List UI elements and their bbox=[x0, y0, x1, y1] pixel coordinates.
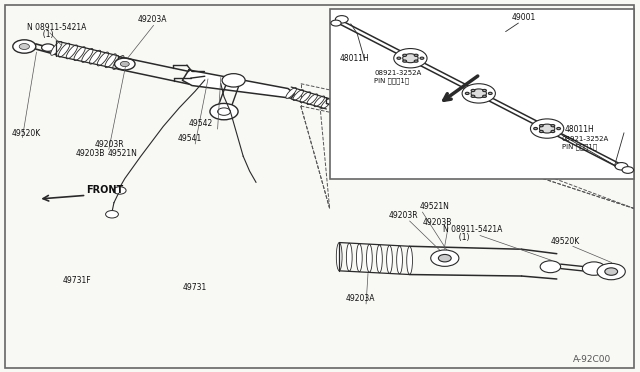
Circle shape bbox=[115, 58, 135, 70]
Ellipse shape bbox=[314, 96, 324, 107]
Text: 08921-3252A: 08921-3252A bbox=[374, 70, 422, 76]
Ellipse shape bbox=[66, 45, 77, 59]
Circle shape bbox=[431, 250, 459, 266]
Circle shape bbox=[420, 57, 424, 60]
Ellipse shape bbox=[307, 94, 317, 105]
Circle shape bbox=[222, 74, 245, 87]
Ellipse shape bbox=[286, 88, 296, 98]
Text: FRONT: FRONT bbox=[86, 185, 124, 195]
Ellipse shape bbox=[293, 90, 303, 100]
Circle shape bbox=[462, 84, 495, 103]
Circle shape bbox=[605, 268, 618, 275]
Circle shape bbox=[534, 128, 538, 130]
Circle shape bbox=[331, 20, 341, 26]
Text: 49203B: 49203B bbox=[76, 149, 105, 158]
Text: N 08911-5421A: N 08911-5421A bbox=[443, 225, 502, 234]
Circle shape bbox=[531, 119, 564, 138]
Circle shape bbox=[622, 167, 634, 173]
Ellipse shape bbox=[376, 245, 382, 273]
Circle shape bbox=[394, 48, 427, 68]
Text: PIN ピン（1）: PIN ピン（1） bbox=[374, 77, 410, 84]
Text: PIN ピン（1）: PIN ピン（1） bbox=[562, 143, 597, 150]
Ellipse shape bbox=[97, 52, 109, 66]
Circle shape bbox=[540, 125, 543, 127]
Ellipse shape bbox=[82, 48, 93, 62]
Text: 48011H: 48011H bbox=[339, 54, 369, 63]
Ellipse shape bbox=[407, 246, 413, 275]
Circle shape bbox=[551, 125, 555, 127]
Ellipse shape bbox=[300, 92, 310, 103]
Circle shape bbox=[210, 103, 238, 120]
Text: N 08911-5421A: N 08911-5421A bbox=[27, 23, 86, 32]
Text: 49521N: 49521N bbox=[420, 202, 450, 211]
Text: 49203R: 49203R bbox=[389, 211, 419, 220]
Text: 48011H: 48011H bbox=[564, 125, 594, 134]
Ellipse shape bbox=[387, 246, 392, 273]
Circle shape bbox=[113, 187, 126, 194]
Ellipse shape bbox=[397, 246, 403, 274]
Circle shape bbox=[597, 263, 625, 280]
Text: 49521N: 49521N bbox=[108, 149, 138, 158]
Circle shape bbox=[483, 95, 486, 97]
Circle shape bbox=[403, 60, 406, 62]
Text: 49731F: 49731F bbox=[63, 276, 92, 285]
Circle shape bbox=[488, 92, 492, 94]
Text: 49203B: 49203B bbox=[422, 218, 452, 227]
Circle shape bbox=[471, 89, 486, 98]
Ellipse shape bbox=[356, 244, 362, 272]
Circle shape bbox=[465, 92, 469, 94]
Text: 49203R: 49203R bbox=[95, 140, 124, 149]
Circle shape bbox=[218, 108, 230, 115]
Circle shape bbox=[414, 60, 418, 62]
Text: 49520K: 49520K bbox=[550, 237, 580, 246]
Ellipse shape bbox=[337, 243, 342, 271]
Ellipse shape bbox=[367, 244, 372, 272]
Text: 49001: 49001 bbox=[512, 13, 536, 22]
Circle shape bbox=[471, 89, 475, 92]
Ellipse shape bbox=[51, 41, 62, 55]
Text: (1): (1) bbox=[454, 233, 470, 242]
Ellipse shape bbox=[346, 243, 352, 271]
Circle shape bbox=[551, 130, 555, 132]
Circle shape bbox=[557, 128, 561, 130]
Text: 49203A: 49203A bbox=[138, 15, 167, 24]
Circle shape bbox=[438, 254, 451, 262]
Text: 49731: 49731 bbox=[182, 283, 207, 292]
Ellipse shape bbox=[74, 47, 85, 61]
Text: (1): (1) bbox=[38, 30, 54, 39]
Circle shape bbox=[403, 54, 406, 57]
Text: A-92C00: A-92C00 bbox=[573, 355, 611, 364]
Ellipse shape bbox=[113, 55, 124, 70]
Circle shape bbox=[42, 44, 54, 51]
Polygon shape bbox=[182, 70, 294, 98]
Circle shape bbox=[540, 261, 561, 273]
Bar bbox=[330, 9, 634, 179]
Circle shape bbox=[582, 262, 605, 275]
Ellipse shape bbox=[105, 54, 116, 68]
Circle shape bbox=[397, 57, 401, 60]
Circle shape bbox=[106, 211, 118, 218]
Circle shape bbox=[120, 61, 129, 67]
Circle shape bbox=[19, 44, 29, 49]
Circle shape bbox=[13, 40, 36, 53]
Ellipse shape bbox=[321, 98, 332, 109]
Text: 49203A: 49203A bbox=[346, 294, 375, 303]
Ellipse shape bbox=[58, 43, 70, 57]
Circle shape bbox=[471, 95, 475, 97]
Text: 49520K: 49520K bbox=[12, 129, 41, 138]
Circle shape bbox=[403, 54, 418, 62]
Ellipse shape bbox=[90, 50, 100, 64]
Circle shape bbox=[540, 130, 543, 132]
Circle shape bbox=[540, 124, 555, 133]
Circle shape bbox=[483, 89, 486, 92]
Circle shape bbox=[335, 16, 348, 23]
Circle shape bbox=[414, 54, 418, 57]
Text: 49542: 49542 bbox=[189, 119, 213, 128]
Text: 49541: 49541 bbox=[178, 134, 202, 143]
Circle shape bbox=[615, 163, 628, 170]
Text: 08921-3252A: 08921-3252A bbox=[562, 136, 609, 142]
